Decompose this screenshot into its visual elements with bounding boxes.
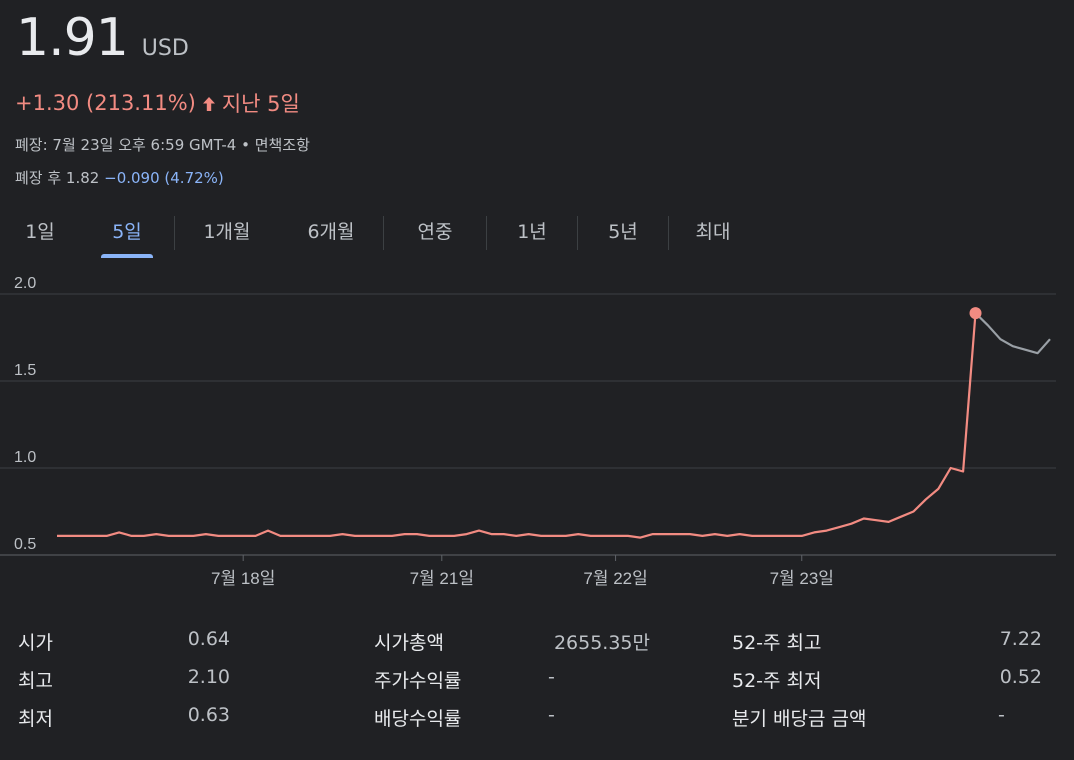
price-chart[interactable]: 2.0 1.5 1.0 0.5 7월 18일 7월 21일 7월 22일 7월 23일 [0, 270, 1074, 600]
tab-1m[interactable]: 1개월 [203, 221, 251, 243]
price-change-row: +1.30 (213.11%) 지난 5일 [15, 88, 300, 118]
y-tick-label: 1.5 [14, 362, 36, 379]
close-info: 폐장: 7월 23일 오후 6:59 GMT-4 • 면책조항 [15, 136, 310, 154]
stat-quarterly-dividend-label: 분기 배당금 금액 [732, 708, 867, 730]
change-period: 지난 5일 [221, 92, 300, 116]
after-hours-info: 폐장 후 1.82 −0.090 (4.72%) [15, 167, 224, 188]
stat-52w-low-value: 0.52 [999, 666, 1042, 688]
tab-1d[interactable]: 1일 [25, 221, 55, 243]
after-hours-line [974, 312, 1051, 355]
stat-low-value: 0.63 [187, 704, 230, 726]
tab-5y[interactable]: 5년 [608, 221, 638, 243]
stat-open-label: 시가 [18, 632, 53, 654]
tab-ytd[interactable]: 연중 [417, 221, 453, 243]
stat-52w-high-value: 7.22 [999, 628, 1042, 650]
stat-dividend-yield-label: 배당수익률 [374, 708, 462, 730]
tab-6m[interactable]: 6개월 [307, 221, 355, 243]
arrow-up-icon [200, 94, 218, 112]
stat-dividend-yield-value: - [548, 704, 555, 726]
stat-quarterly-dividend-value: - [998, 704, 1005, 726]
stat-market-cap-value: 2655.35만 [553, 632, 650, 654]
x-tick-label: 7월 22일 [583, 569, 647, 588]
tab-divider [174, 216, 175, 250]
stat-52w-high-label: 52-주 최고 [732, 632, 822, 654]
stat-52w-low-label: 52-주 최저 [732, 670, 822, 692]
stat-high-label: 최고 [18, 670, 53, 692]
range-tabs: 1일 5일 1개월 6개월 연중 1년 5년 최대 [0, 210, 757, 258]
tab-divider [668, 216, 669, 250]
tab-divider [383, 216, 384, 250]
after-hours-change: −0.090 (4.72%) [104, 169, 224, 187]
current-price: 1.91 [16, 8, 129, 68]
price-change: +1.30 (213.11%) [15, 91, 196, 115]
stat-high-value: 2.10 [187, 666, 230, 688]
x-tick-label: 7월 21일 [410, 569, 474, 588]
x-tick-label: 7월 23일 [770, 569, 834, 588]
y-tick-label: 0.5 [14, 536, 36, 553]
price-header: 1.91 USD [16, 12, 189, 64]
tab-5d[interactable]: 5일 [80, 210, 174, 258]
stat-pe-label: 주가수익률 [374, 670, 462, 692]
close-point [969, 307, 982, 320]
stat-open-value: 0.64 [187, 628, 230, 650]
stat-low-label: 최저 [18, 708, 53, 730]
tab-1y[interactable]: 1년 [517, 221, 547, 243]
y-tick-label: 1.0 [14, 449, 36, 466]
stat-pe-value: - [548, 666, 555, 688]
tab-divider [577, 216, 578, 250]
tab-max[interactable]: 최대 [695, 221, 731, 243]
stat-market-cap-label: 시가총액 [374, 632, 444, 654]
x-tick-label: 7월 18일 [211, 569, 275, 588]
after-hours-price: 폐장 후 1.82 [15, 169, 100, 187]
currency-label: USD [141, 36, 189, 61]
price-line [57, 313, 977, 539]
tab-divider [486, 216, 487, 250]
y-tick-label: 2.0 [14, 275, 36, 292]
